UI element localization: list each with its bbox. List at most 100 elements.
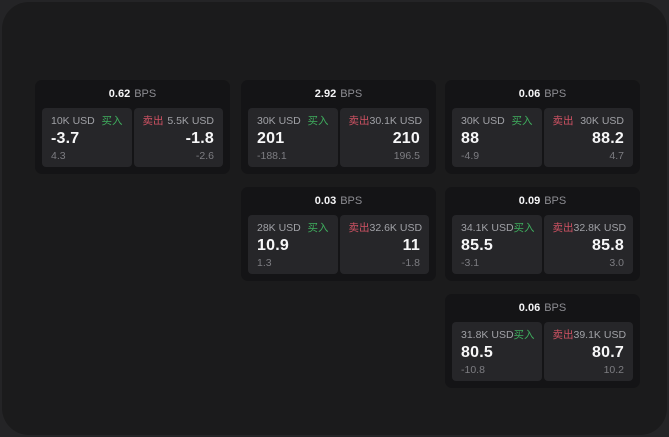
buy-panel-header: 30K USD 买入	[257, 116, 329, 127]
sell-price: -1.8	[185, 129, 214, 147]
quote-panels: 30K USD 买入 88 -4.9 卖出 30K USD 88.2 4.7	[445, 108, 640, 167]
sell-panel-header: 卖出 30.1K USD	[348, 115, 423, 127]
quote-card-5: 0.06 BPS 31.8K USD 买入 80.5 -10.8 卖出 39.1…	[445, 294, 640, 388]
bps-unit: BPS	[544, 301, 567, 314]
quote-card-4: 0.09 BPS 34.1K USD 买入 85.5 -3.1 卖出 32.8K…	[445, 187, 640, 281]
buy-side-label: 买入	[513, 329, 535, 341]
buy-amount: 10K USD	[51, 115, 95, 127]
quote-panels: 10K USD 买入 -3.7 4.3 卖出 5.5K USD -1.8 -2.…	[35, 108, 230, 167]
card-header: 0.03 BPS	[241, 187, 436, 215]
quote-panels: 31.8K USD 买入 80.5 -10.8 卖出 39.1K USD 80.…	[445, 322, 640, 381]
sell-panel-header: 卖出 39.1K USD	[552, 329, 627, 341]
card-header: 0.06 BPS	[445, 294, 640, 322]
buy-panel[interactable]: 34.1K USD 买入 85.5 -3.1	[452, 215, 542, 274]
bps-value: 0.62	[108, 87, 131, 100]
buy-amount: 28K USD	[257, 222, 301, 234]
buy-side-label: 买入	[307, 115, 329, 127]
buy-panel[interactable]: 30K USD 买入 88 -4.9	[452, 108, 542, 167]
sell-side-label: 卖出	[552, 115, 574, 127]
sell-side-label: 卖出	[552, 329, 574, 341]
quote-card-1: 2.92 BPS 30K USD 买入 201 -188.1 卖出 30.1K …	[241, 80, 436, 174]
sell-panel-header: 卖出 5.5K USD	[143, 116, 215, 127]
buy-sub-value: -4.9	[461, 149, 480, 162]
buy-sub-value: 4.3	[51, 149, 66, 162]
sell-sub-value: -2.6	[195, 149, 214, 162]
card-header: 0.62 BPS	[35, 80, 230, 108]
sell-price: 11	[402, 236, 420, 254]
buy-panel-header: 28K USD 买入	[257, 223, 329, 234]
card-header: 2.92 BPS	[241, 80, 436, 108]
buy-panel[interactable]: 30K USD 买入 201 -188.1	[248, 108, 338, 167]
buy-panel[interactable]: 31.8K USD 买入 80.5 -10.8	[452, 322, 542, 381]
sell-panel[interactable]: 卖出 30.1K USD 210 196.5	[339, 108, 429, 167]
sell-sub-value: -1.8	[401, 256, 420, 269]
quote-panels: 34.1K USD 买入 85.5 -3.1 卖出 32.8K USD 85.8…	[445, 215, 640, 274]
bps-unit: BPS	[340, 194, 363, 207]
buy-price: 85.5	[461, 236, 493, 254]
buy-panel-header: 30K USD 买入	[461, 116, 533, 127]
card-header: 0.09 BPS	[445, 187, 640, 215]
bps-unit: BPS	[544, 194, 567, 207]
bps-value: 0.06	[518, 87, 541, 100]
sell-amount: 32.8K USD	[573, 222, 627, 234]
buy-side-label: 买入	[307, 222, 329, 234]
sell-sub-value: 4.7	[609, 149, 624, 162]
buy-panel[interactable]: 10K USD 买入 -3.7 4.3	[42, 108, 132, 167]
sell-panel-header: 卖出 32.8K USD	[552, 222, 627, 234]
sell-panel[interactable]: 卖出 32.8K USD 85.8 3.0	[543, 215, 633, 274]
buy-sub-value: -10.8	[461, 363, 485, 376]
sell-price: 85.8	[592, 236, 624, 254]
sell-sub-value: 196.5	[393, 149, 420, 162]
sell-side-label: 卖出	[348, 115, 370, 127]
buy-side-label: 买入	[101, 115, 123, 127]
bps-value: 2.92	[314, 87, 337, 100]
sell-side-label: 卖出	[142, 115, 164, 127]
buy-amount: 34.1K USD	[461, 222, 514, 234]
quote-panels: 30K USD 买入 201 -188.1 卖出 30.1K USD 210 1…	[241, 108, 436, 167]
bps-unit: BPS	[134, 87, 157, 100]
quote-card-2: 0.06 BPS 30K USD 买入 88 -4.9 卖出 30K USD 8…	[445, 80, 640, 174]
sell-panel[interactable]: 卖出 30K USD 88.2 4.7	[543, 108, 633, 167]
sell-side-label: 卖出	[552, 222, 574, 234]
buy-sub-value: 1.3	[257, 256, 272, 269]
bps-value: 0.09	[518, 194, 541, 207]
buy-price: 80.5	[461, 343, 493, 361]
quote-card-0: 0.62 BPS 10K USD 买入 -3.7 4.3 卖出 5.5K USD…	[35, 80, 230, 174]
sell-sub-value: 10.2	[603, 363, 624, 376]
sell-panel[interactable]: 卖出 39.1K USD 80.7 10.2	[543, 322, 633, 381]
quote-panels: 28K USD 买入 10.9 1.3 卖出 32.6K USD 11 -1.8	[241, 215, 436, 274]
buy-amount: 30K USD	[461, 115, 505, 127]
buy-panel[interactable]: 28K USD 买入 10.9 1.3	[248, 215, 338, 274]
buy-side-label: 买入	[513, 222, 535, 234]
buy-sub-value: -188.1	[257, 149, 287, 162]
buy-panel-header: 34.1K USD 买入	[461, 222, 535, 234]
sell-price: 210	[392, 129, 420, 147]
buy-amount: 30K USD	[257, 115, 301, 127]
sell-sub-value: 3.0	[609, 256, 624, 269]
sell-panel[interactable]: 卖出 5.5K USD -1.8 -2.6	[133, 108, 223, 167]
sell-price: 88.2	[592, 129, 624, 147]
sell-price: 80.7	[592, 343, 624, 361]
buy-price: 88	[461, 129, 480, 147]
sell-panel[interactable]: 卖出 32.6K USD 11 -1.8	[339, 215, 429, 274]
sell-amount: 30K USD	[580, 115, 624, 127]
buy-sub-value: -3.1	[461, 256, 480, 269]
bps-unit: BPS	[544, 87, 567, 100]
sell-panel-header: 卖出 32.6K USD	[348, 222, 423, 234]
sell-panel-header: 卖出 30K USD	[553, 116, 625, 127]
card-header: 0.06 BPS	[445, 80, 640, 108]
buy-side-label: 买入	[511, 115, 533, 127]
buy-panel-header: 31.8K USD 买入	[461, 329, 535, 341]
sell-amount: 32.6K USD	[369, 222, 423, 234]
buy-price: -3.7	[51, 129, 80, 147]
buy-price: 10.9	[257, 236, 289, 254]
buy-amount: 31.8K USD	[461, 329, 514, 341]
sell-side-label: 卖出	[348, 222, 370, 234]
sell-amount: 30.1K USD	[369, 115, 423, 127]
bps-value: 0.03	[314, 194, 337, 207]
quote-card-3: 0.03 BPS 28K USD 买入 10.9 1.3 卖出 32.6K US…	[241, 187, 436, 281]
buy-price: 201	[257, 129, 285, 147]
bps-value: 0.06	[518, 301, 541, 314]
bps-unit: BPS	[340, 87, 363, 100]
